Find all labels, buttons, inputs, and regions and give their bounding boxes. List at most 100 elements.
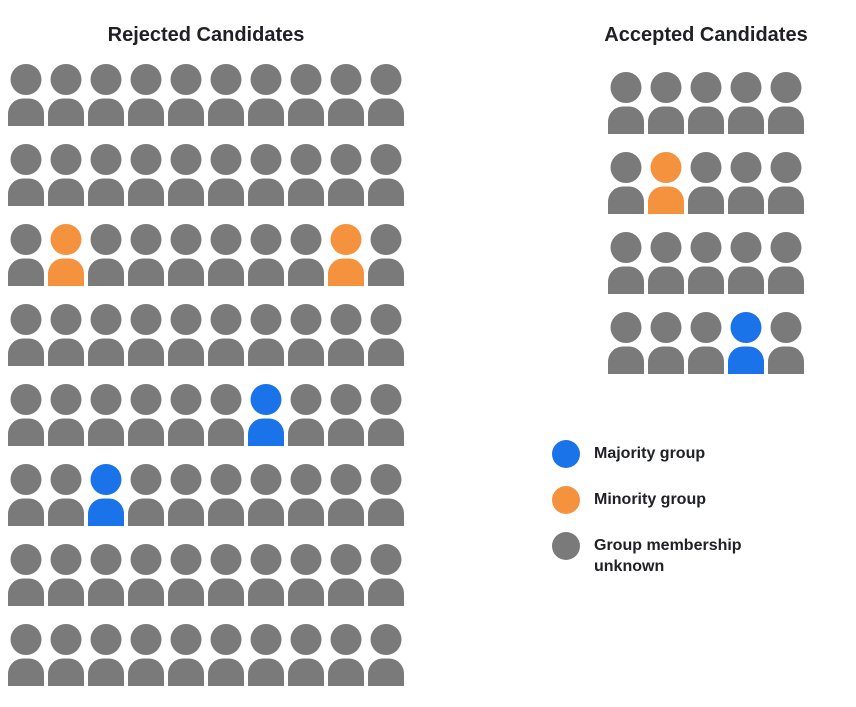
person-icon-unknown bbox=[688, 72, 724, 134]
person-icon-unknown bbox=[208, 64, 244, 126]
person-icon-unknown bbox=[328, 544, 364, 606]
person-icon-unknown bbox=[248, 64, 284, 126]
person-icon-unknown bbox=[608, 72, 644, 134]
person-icon-minority bbox=[48, 224, 84, 286]
person-icon-unknown bbox=[8, 544, 44, 606]
rejected-candidates-title: Rejected Candidates bbox=[107, 24, 305, 46]
person-icon-unknown bbox=[768, 152, 804, 214]
accepted-candidates-title: Accepted Candidates bbox=[604, 24, 808, 46]
person-icon-unknown bbox=[288, 384, 324, 446]
person-icon-unknown bbox=[728, 232, 764, 294]
person-icon-unknown bbox=[168, 624, 204, 686]
person-icon-unknown bbox=[128, 464, 164, 526]
person-icon-unknown bbox=[48, 624, 84, 686]
person-icon-unknown bbox=[728, 152, 764, 214]
person-icon-unknown bbox=[608, 312, 644, 374]
person-icon-unknown bbox=[168, 224, 204, 286]
legend-label-minority: Minority group bbox=[594, 491, 706, 508]
person-icon-unknown bbox=[168, 384, 204, 446]
person-icon-unknown bbox=[648, 312, 684, 374]
person-icon-unknown bbox=[368, 144, 404, 206]
person-icon-unknown bbox=[208, 624, 244, 686]
person-icon-unknown bbox=[208, 224, 244, 286]
person-icon-minority bbox=[328, 224, 364, 286]
person-icon-unknown bbox=[288, 304, 324, 366]
legend: Majority group Minority group Group member… bbox=[552, 440, 742, 578]
person-icon-unknown bbox=[128, 64, 164, 126]
person-icon-unknown bbox=[48, 144, 84, 206]
person-icon-unknown bbox=[88, 144, 124, 206]
person-icon-unknown bbox=[328, 304, 364, 366]
person-icon-unknown bbox=[608, 152, 644, 214]
person-icon-unknown bbox=[128, 224, 164, 286]
person-icon-unknown bbox=[128, 624, 164, 686]
person-icon-unknown bbox=[328, 384, 364, 446]
person-icon-unknown bbox=[208, 144, 244, 206]
person-icon-unknown bbox=[8, 304, 44, 366]
person-icon-unknown bbox=[128, 544, 164, 606]
person-icon-unknown bbox=[768, 72, 804, 134]
person-icon-unknown bbox=[368, 224, 404, 286]
legend-item-minority: Minority group bbox=[552, 486, 742, 514]
person-icon-unknown bbox=[8, 384, 44, 446]
legend-label-unknown: Group membership unknown bbox=[594, 537, 742, 575]
person-icon-unknown bbox=[48, 544, 84, 606]
person-icon-majority bbox=[88, 464, 124, 526]
person-icon-unknown bbox=[288, 464, 324, 526]
person-icon-unknown bbox=[248, 144, 284, 206]
legend-item-unknown: Group membership unknown bbox=[552, 532, 742, 578]
legend-swatch-majority-icon bbox=[552, 440, 580, 468]
rejected-candidates-grid bbox=[8, 64, 404, 686]
person-icon-unknown bbox=[688, 232, 724, 294]
person-icon-unknown bbox=[248, 464, 284, 526]
person-icon-unknown bbox=[168, 544, 204, 606]
person-icon-unknown bbox=[248, 224, 284, 286]
person-icon-majority bbox=[728, 312, 764, 374]
person-icon-unknown bbox=[368, 624, 404, 686]
person-icon-unknown bbox=[648, 232, 684, 294]
person-icon-unknown bbox=[288, 624, 324, 686]
person-icon-minority bbox=[648, 152, 684, 214]
legend-swatch-minority-icon bbox=[552, 486, 580, 514]
person-icon-unknown bbox=[728, 72, 764, 134]
person-icon-unknown bbox=[288, 224, 324, 286]
person-icon-unknown bbox=[288, 144, 324, 206]
person-icon-unknown bbox=[168, 144, 204, 206]
person-icon-unknown bbox=[368, 304, 404, 366]
person-icon-unknown bbox=[248, 624, 284, 686]
person-icon-unknown bbox=[328, 624, 364, 686]
person-icon-unknown bbox=[128, 144, 164, 206]
person-icon-unknown bbox=[328, 64, 364, 126]
person-icon-unknown bbox=[208, 544, 244, 606]
person-icon-unknown bbox=[168, 304, 204, 366]
person-icon-unknown bbox=[48, 384, 84, 446]
person-icon-unknown bbox=[88, 64, 124, 126]
person-icon-unknown bbox=[368, 464, 404, 526]
person-icon-unknown bbox=[48, 464, 84, 526]
person-icon-unknown bbox=[648, 72, 684, 134]
person-icon-unknown bbox=[8, 144, 44, 206]
person-icon-unknown bbox=[168, 464, 204, 526]
person-icon-unknown bbox=[128, 384, 164, 446]
legend-swatch-unknown-icon bbox=[552, 532, 580, 560]
person-icon-unknown bbox=[248, 544, 284, 606]
person-icon-unknown bbox=[208, 384, 244, 446]
person-icon-unknown bbox=[328, 144, 364, 206]
person-icon-unknown bbox=[208, 464, 244, 526]
person-icon-unknown bbox=[328, 464, 364, 526]
person-icon-unknown bbox=[768, 312, 804, 374]
person-icon-unknown bbox=[688, 312, 724, 374]
person-icon-unknown bbox=[368, 544, 404, 606]
person-icon-unknown bbox=[208, 304, 244, 366]
person-icon-unknown bbox=[368, 384, 404, 446]
person-icon-unknown bbox=[88, 544, 124, 606]
person-icon-unknown bbox=[608, 232, 644, 294]
legend-label-majority: Majority group bbox=[594, 445, 706, 462]
person-icon-unknown bbox=[88, 384, 124, 446]
person-icon-majority bbox=[248, 384, 284, 446]
legend-item-majority: Majority group bbox=[552, 440, 742, 468]
person-icon-unknown bbox=[768, 232, 804, 294]
person-icon-unknown bbox=[8, 64, 44, 126]
person-icon-unknown bbox=[368, 64, 404, 126]
person-icon-unknown bbox=[168, 64, 204, 126]
